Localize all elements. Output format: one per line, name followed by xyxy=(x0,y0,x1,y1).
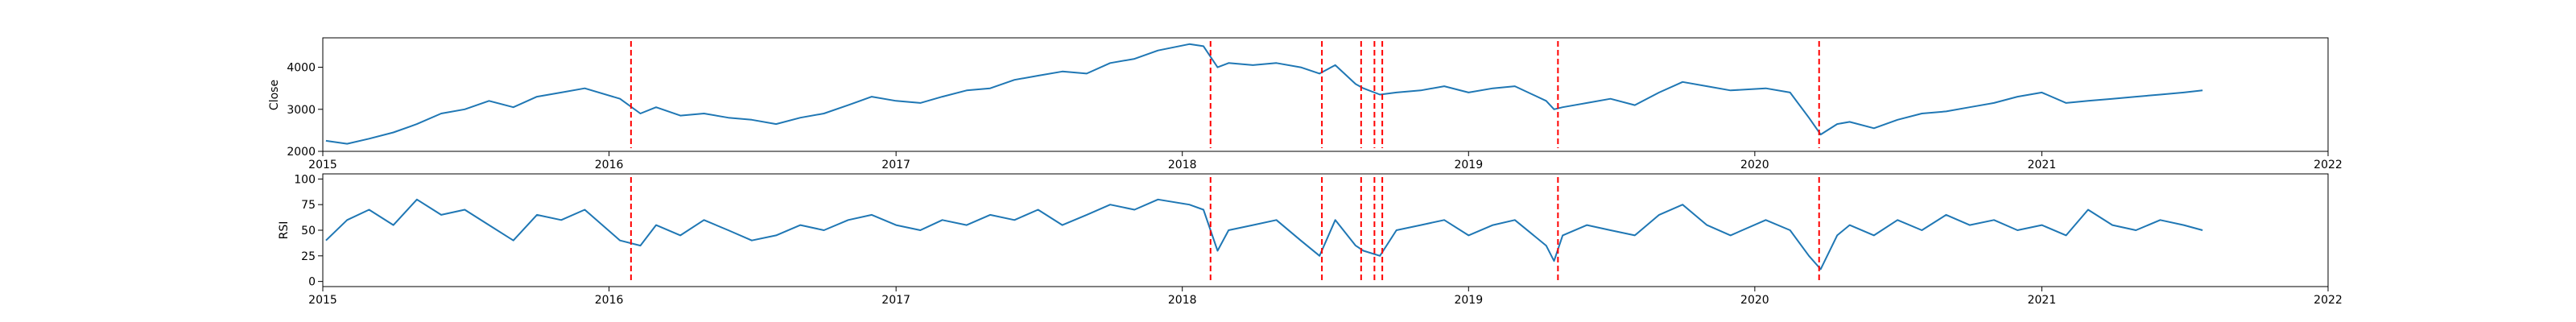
close-panel-x-tick-label: 2019 xyxy=(1454,159,1483,171)
close-panel-x-tick-label: 2020 xyxy=(1740,159,1769,171)
rsi-panel: RSI 0 25 50 75 100 2015 2016 2017 2018 2019 2020 20… xyxy=(278,173,2343,307)
close-panel-series-line-0 xyxy=(325,43,2203,145)
close-panel-x-tick-label: 2022 xyxy=(2314,159,2343,171)
rsi-axis-ticks: 0 25 50 75 100 2015 2016 2017 2018 2019 2020 2021 20… xyxy=(294,173,2343,307)
close-panel-y-tick-label: 4000 xyxy=(287,62,316,75)
rsi-panel-x-tick-label: 2019 xyxy=(1454,294,1483,307)
rsi-panel-x-tick-label: 2016 xyxy=(595,294,624,307)
rsi-y-axis-label: RSI xyxy=(278,221,291,240)
rsi-panel-y-tick-label: 0 xyxy=(308,276,316,289)
close-panel-x-tick-label: 2015 xyxy=(308,159,337,171)
close-panel-y-tick-label: 2000 xyxy=(287,146,316,159)
rsi-panel-x-tick-label: 2022 xyxy=(2314,294,2343,307)
rsi-panel-x-tick-label: 2021 xyxy=(2028,294,2057,307)
rsi-plot-area xyxy=(325,177,2203,283)
rsi-panel-x-tick-label: 2017 xyxy=(881,294,910,307)
rsi-panel-series-line-0 xyxy=(325,198,2203,270)
rsi-panel-y-tick-label: 75 xyxy=(301,199,316,212)
close-panel-x-tick-label: 2017 xyxy=(881,159,910,171)
close-panel-x-tick-label: 2021 xyxy=(2028,159,2057,171)
rsi-panel-y-tick-label: 25 xyxy=(301,250,316,263)
rsi-panel-x-tick-label: 2020 xyxy=(1740,294,1769,307)
rsi-panel-x-tick-label: 2018 xyxy=(1168,294,1197,307)
close-axes-frame xyxy=(322,37,2329,152)
rsi-panel-y-tick-label: 50 xyxy=(301,225,316,237)
close-axis-ticks: 2000 3000 4000 2015 2016 2017 2018 2019 2020 2021… xyxy=(287,62,2342,171)
close-panel-y-tick-label: 3000 xyxy=(287,104,316,117)
close-plot-area xyxy=(325,41,2203,148)
rsi-panel-x-tick-label: 2015 xyxy=(308,294,337,307)
rsi-panel-y-tick-label: 100 xyxy=(294,173,316,186)
close-panel-x-tick-label: 2018 xyxy=(1168,159,1197,171)
close-y-axis-label: Close xyxy=(268,80,281,110)
close-panel-x-tick-label: 2016 xyxy=(595,159,624,171)
